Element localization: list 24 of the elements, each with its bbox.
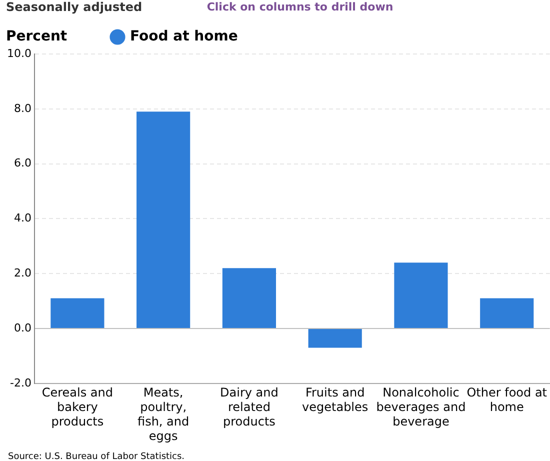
- legend-label: Food at home: [130, 28, 238, 45]
- x-tick-label: Nonalcoholic beverages and beverage: [376, 386, 466, 429]
- y-tick-label: 2.0: [14, 266, 32, 280]
- bar: [308, 329, 362, 348]
- x-tick-label: Fruits and vegetables: [302, 386, 368, 414]
- bar: [136, 112, 190, 328]
- x-tick-label: Other food at home: [466, 386, 548, 414]
- y-tick-label: 8.0: [14, 102, 32, 115]
- x-tick-label: Cereals and bakery products: [42, 386, 114, 429]
- chart-subtitle: Seasonally adjusted: [6, 0, 142, 14]
- x-tick-label: Dairy and related products: [220, 386, 278, 429]
- y-tick-label: 10.0: [6, 46, 32, 60]
- y-axis-title: Percent: [6, 28, 68, 45]
- bar: [480, 298, 534, 328]
- bar: [222, 268, 276, 328]
- y-tick-label: -2.0: [10, 376, 32, 390]
- source-note: Source: U.S. Bureau of Labor Statistics.: [8, 452, 185, 461]
- y-tick-label: 4.0: [14, 212, 32, 225]
- x-tick-label: Meats, poultry, fish, and eggs: [138, 386, 190, 443]
- text: Click on columns to drill down: [206, 0, 394, 14]
- y-tick-label: 6.0: [14, 156, 32, 170]
- y-tick-label: 0.0: [14, 321, 32, 334]
- bar: [394, 262, 448, 328]
- bar: [50, 298, 104, 328]
